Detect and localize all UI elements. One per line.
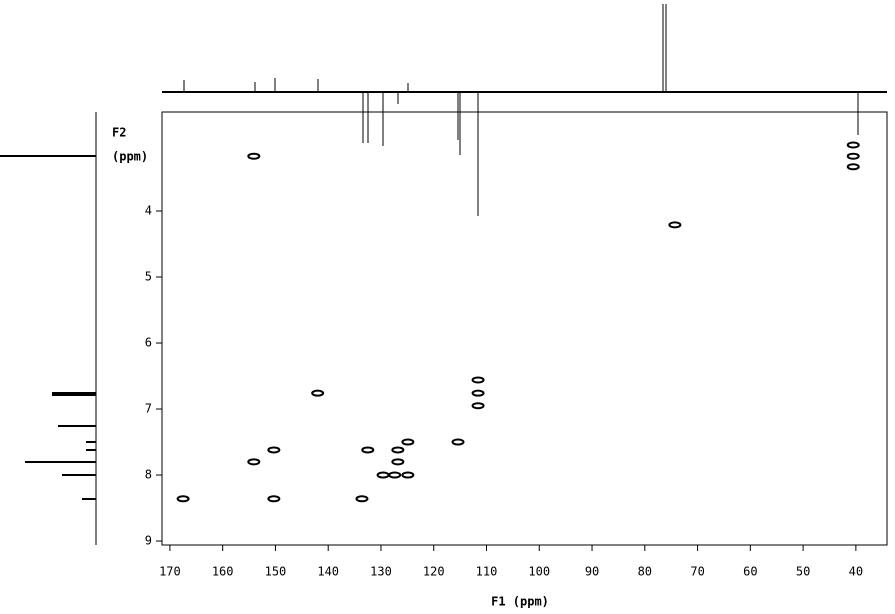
x-tick-label: 170 bbox=[159, 565, 181, 579]
cross-peak bbox=[311, 389, 325, 397]
cross-peak bbox=[846, 152, 860, 160]
cross-peak bbox=[267, 495, 281, 503]
y-tick-label: 9 bbox=[145, 534, 152, 548]
cross-peak bbox=[451, 438, 465, 446]
x-axis-label: F1 (ppm) bbox=[491, 595, 549, 609]
y-axis-label: (ppm) bbox=[112, 150, 148, 164]
cross-peak bbox=[401, 438, 415, 446]
cross-peak bbox=[391, 446, 405, 454]
cross-peak bbox=[376, 471, 390, 479]
x-tick-label: 70 bbox=[690, 565, 704, 579]
cross-peak bbox=[668, 221, 682, 229]
x-tick-label: 80 bbox=[638, 565, 652, 579]
top-projection bbox=[162, 4, 887, 216]
x-tick-label: 160 bbox=[212, 565, 234, 579]
plot-frame bbox=[161, 111, 888, 546]
cross-peak bbox=[471, 376, 485, 384]
x-tick-label: 100 bbox=[528, 565, 550, 579]
x-tick-label: 40 bbox=[849, 565, 863, 579]
cross-peak bbox=[846, 163, 860, 171]
y-axis-label: F2 bbox=[112, 126, 126, 140]
x-tick-label: 110 bbox=[476, 565, 498, 579]
cross-peak bbox=[401, 471, 415, 479]
y-tick-label: 5 bbox=[145, 270, 152, 284]
cross-peak bbox=[471, 389, 485, 397]
x-tick-label: 50 bbox=[796, 565, 810, 579]
x-tick-label: 120 bbox=[423, 565, 445, 579]
cross-peak bbox=[361, 446, 375, 454]
cross-peak bbox=[247, 458, 261, 466]
cross-peak bbox=[471, 402, 485, 410]
x-tick-label: 130 bbox=[370, 565, 392, 579]
cross-peak bbox=[267, 446, 281, 454]
x-tick-label: 150 bbox=[265, 565, 287, 579]
y-tick-label: 8 bbox=[145, 468, 152, 482]
x-tick-label: 90 bbox=[585, 565, 599, 579]
cross-peak bbox=[846, 141, 860, 149]
x-tick-label: 60 bbox=[743, 565, 757, 579]
x-tick-label: 140 bbox=[317, 565, 339, 579]
cross-peak bbox=[355, 495, 369, 503]
y-tick-label: 6 bbox=[145, 336, 152, 350]
cross-peak bbox=[391, 458, 405, 466]
cross-peak bbox=[176, 495, 190, 503]
left-projection bbox=[0, 112, 97, 545]
cross-peak bbox=[388, 471, 402, 479]
y-tick-label: 7 bbox=[145, 402, 152, 416]
y-tick-label: 4 bbox=[145, 204, 152, 218]
cross-peak bbox=[247, 152, 261, 160]
